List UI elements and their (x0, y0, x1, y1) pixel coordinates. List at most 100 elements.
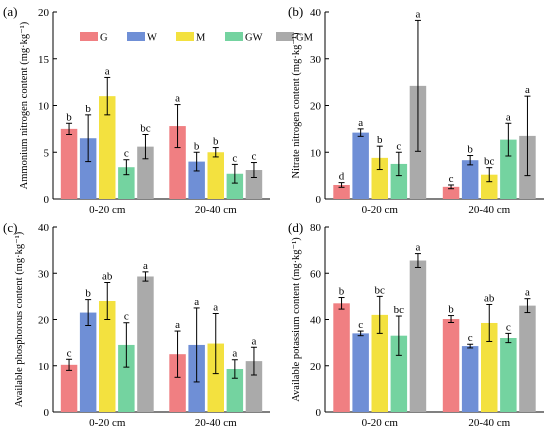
bar (60, 364, 78, 412)
bar (500, 139, 517, 199)
bar (207, 152, 224, 199)
y-tick-label: 20 (310, 361, 322, 373)
x-tick-label: 20-40 cm (195, 204, 237, 216)
bar (60, 128, 78, 199)
significance-letter: a (213, 301, 218, 313)
significance-letter: a (194, 296, 199, 308)
bar (352, 132, 369, 199)
y-tick-label: 40 (310, 315, 322, 327)
panel-label: (c) (3, 220, 17, 235)
chart-panel-d: 0 20 40 60 80 Available potassium content (mg… (288, 220, 544, 429)
bar (352, 333, 369, 412)
y-axis-label: Ammonium nitrogen content (mg·kg⁻¹) (19, 21, 30, 189)
significance-letter: b (377, 134, 383, 146)
chart-panel-b: 0 10 20 30 40 Nitrate nitrogen content (mg·kg… (288, 4, 544, 216)
bar (333, 184, 350, 199)
significance-letter: a (506, 111, 511, 123)
bar (118, 344, 135, 412)
y-tick-label: 5 (44, 147, 50, 159)
bar (245, 361, 263, 412)
panel-label: (a) (3, 4, 17, 19)
legend-swatch (80, 32, 98, 41)
bar (188, 161, 205, 199)
significance-letter: a (252, 335, 257, 347)
significance-letter: c (396, 140, 401, 152)
bar (481, 174, 498, 199)
y-tick-label: 40 (38, 222, 50, 234)
legend-label: GM (296, 33, 314, 44)
significance-letter: a (232, 348, 237, 360)
significance-letter: b (467, 144, 473, 156)
legend-label: M (196, 33, 206, 44)
bar (500, 338, 517, 412)
significance-letter: a (175, 93, 180, 105)
bar (333, 303, 350, 412)
bar (461, 160, 479, 199)
chart-panel-c: 0 10 20 30 40 Available phosphorous content (… (3, 220, 270, 429)
significance-letter: ab (102, 271, 113, 283)
significance-letter: a (175, 319, 180, 331)
significance-letter: b (213, 136, 219, 148)
x-tick-label: 20-40 cm (195, 417, 237, 429)
significance-letter: c (506, 321, 511, 333)
bar (169, 354, 186, 412)
y-tick-label: 10 (38, 361, 50, 373)
y-tick-label: 0 (316, 407, 322, 419)
panel-label: (d) (288, 220, 303, 235)
significance-letter: a (525, 84, 530, 96)
bar (137, 146, 154, 199)
y-tick-label: 0 (44, 194, 50, 206)
significance-letter: bc (394, 304, 405, 316)
y-tick-label: 0 (44, 407, 50, 419)
bar (245, 170, 263, 199)
x-tick-label: 0-20 cm (362, 417, 399, 429)
significance-letter: a (143, 260, 148, 272)
y-tick-label: 20 (310, 101, 322, 113)
y-tick-label: 10 (38, 101, 50, 113)
significance-letter: c (232, 152, 237, 164)
significance-letter: c (449, 173, 454, 185)
bar (79, 312, 97, 412)
y-tick-label: 10 (310, 147, 322, 159)
x-tick-label: 0-20 cm (89, 204, 126, 216)
bar (137, 276, 154, 412)
y-tick-label: 15 (38, 54, 50, 66)
significance-letter: a (525, 287, 530, 299)
significance-letter: bc (140, 122, 151, 134)
bar (390, 163, 408, 199)
bar (99, 301, 116, 412)
y-tick-label: 0 (316, 194, 322, 206)
bar (99, 96, 116, 199)
x-tick-label: 20-40 cm (468, 204, 510, 216)
significance-letter: c (358, 319, 363, 331)
significance-letter: b (339, 286, 345, 298)
bar (207, 343, 224, 412)
significance-letter: b (194, 140, 200, 152)
significance-letter: a (416, 242, 421, 254)
x-tick-label: 0-20 cm (89, 417, 126, 429)
chart-panel-a: 0 5 10 15 20 Ammonium nitrogen content (mg·kg… (3, 4, 314, 216)
legend-label: W (147, 33, 157, 44)
significance-letter: a (358, 117, 363, 129)
significance-letter: c (252, 151, 257, 163)
legend-label: GW (245, 33, 263, 44)
y-axis-label: Available potassium content (mg·kg⁻¹) (291, 237, 302, 402)
legend-label: G (100, 33, 108, 44)
bar (481, 322, 498, 412)
significance-letter: bc (375, 284, 386, 296)
significance-letter: b (85, 288, 91, 300)
significance-letter: d (339, 171, 345, 183)
y-tick-label: 40 (310, 7, 322, 19)
significance-letter: bc (484, 156, 495, 168)
y-tick-label: 30 (310, 54, 322, 66)
bar (226, 368, 244, 412)
y-tick-label: 20 (38, 315, 50, 327)
significance-letter: b (448, 304, 454, 316)
significance-letter: a (105, 65, 110, 77)
x-tick-label: 0-20 cm (362, 204, 399, 216)
panel-label: (b) (288, 4, 303, 19)
bar (390, 335, 408, 412)
legend-swatch (276, 32, 294, 41)
legend: G W M GW GM (80, 32, 314, 44)
